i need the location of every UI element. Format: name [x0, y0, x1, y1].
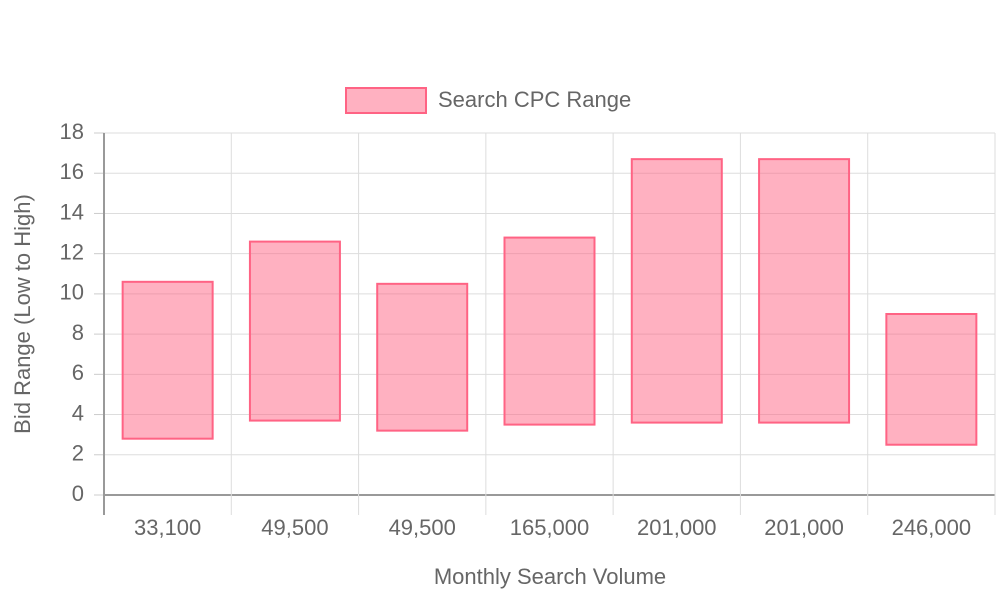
- x-tick-label: 201,000: [764, 515, 844, 540]
- y-tick-label: 8: [72, 320, 84, 345]
- y-tick-label: 4: [72, 400, 84, 425]
- bar: [630, 158, 723, 424]
- bar: [376, 282, 469, 432]
- bar: [885, 313, 978, 446]
- legend-swatch: [345, 87, 427, 114]
- y-tick-label: 10: [60, 280, 84, 305]
- x-axis-title: Monthly Search Volume: [434, 564, 666, 589]
- y-tick-label: 0: [72, 481, 84, 506]
- x-tick-label: 246,000: [892, 515, 972, 540]
- y-tick-label: 18: [60, 119, 84, 144]
- y-tick-label: 12: [60, 239, 84, 264]
- x-tick-label: 33,100: [134, 515, 201, 540]
- y-axis-title: Bid Range (Low to High): [10, 194, 35, 434]
- x-tick-label: 49,500: [261, 515, 328, 540]
- y-tick-label: 14: [60, 199, 84, 224]
- y-tick-label: 2: [72, 441, 84, 466]
- x-tick-label: 49,500: [389, 515, 456, 540]
- bar: [503, 236, 596, 426]
- bar: [121, 280, 214, 440]
- y-tick-label: 6: [72, 360, 84, 385]
- y-tick-label: 16: [60, 159, 84, 184]
- bar: [248, 240, 341, 422]
- legend-label: Search CPC Range: [438, 87, 631, 112]
- x-tick-label: 201,000: [637, 515, 717, 540]
- bar: [758, 158, 851, 424]
- x-tick-label: 165,000: [510, 515, 590, 540]
